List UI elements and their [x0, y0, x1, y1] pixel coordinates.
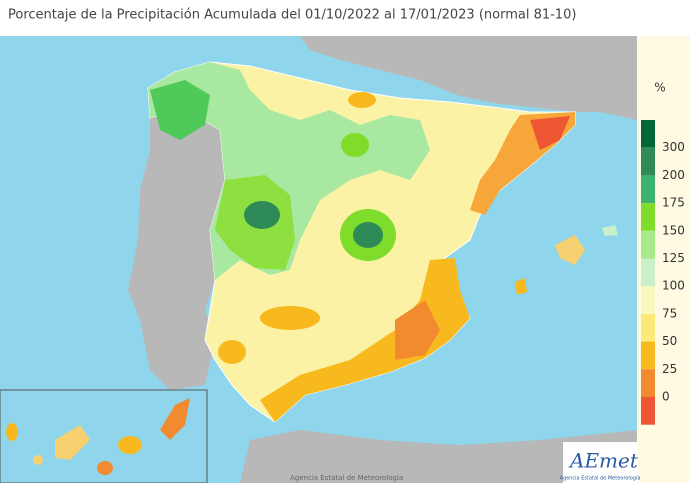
zone-west-core [244, 201, 280, 229]
portugal [128, 110, 225, 390]
africa [240, 430, 637, 483]
canary-lp [6, 423, 18, 441]
zone-galicia [150, 80, 210, 140]
legend-label: 0 [662, 390, 670, 404]
title: Porcentaje de la Precipitación Acumulada… [8, 8, 576, 23]
legend-swatch [641, 147, 655, 176]
ibiza [515, 278, 527, 295]
credit: Agencia Estatal de Meteorología [290, 474, 403, 482]
legend-label: 100 [662, 279, 685, 293]
canary-east [160, 398, 190, 440]
legend-swatch [641, 369, 655, 397]
legend-swatch [641, 341, 655, 370]
zone-northeast [348, 92, 376, 108]
legend: 300 200 175 150 125 100 75 50 25 0 [641, 120, 685, 425]
title-bar [0, 0, 690, 36]
legend-label: 200 [662, 168, 685, 182]
legend-label: 150 [662, 223, 685, 237]
legend-swatch [641, 230, 655, 259]
canary-go [33, 455, 43, 465]
legend-swatch [641, 203, 655, 231]
legend-swatch [641, 120, 655, 148]
logo-caption: Agencia Estatal de Meteorología [560, 475, 641, 482]
legend-label: 25 [662, 362, 677, 376]
legend-swatch [641, 313, 655, 342]
legend-label: 300 [662, 140, 685, 154]
zone-north [341, 133, 369, 157]
legend-label: 125 [662, 251, 685, 265]
canary-gc [118, 436, 142, 454]
france [300, 36, 637, 120]
logo-box [563, 442, 637, 483]
zone-southwest [218, 340, 246, 364]
legend-unit: % [654, 81, 665, 95]
mallorca [555, 235, 585, 265]
legend-swatch [641, 286, 655, 314]
zone-center-core [353, 222, 383, 248]
legend-swatch [641, 258, 655, 287]
menorca [602, 225, 618, 236]
legend-swatch [641, 175, 655, 204]
legend-label: 175 [662, 196, 685, 210]
zone-southeast [395, 300, 440, 360]
zone-south-central [260, 306, 320, 330]
legend-label: 75 [662, 306, 677, 320]
zone-south [260, 258, 470, 422]
legend-swatch [641, 397, 655, 425]
legend-label: 50 [662, 334, 677, 348]
canary-tenerife [55, 425, 90, 460]
canary-fv [97, 461, 113, 475]
logo: AEmet [568, 449, 639, 473]
zone-catalonia [530, 116, 570, 150]
